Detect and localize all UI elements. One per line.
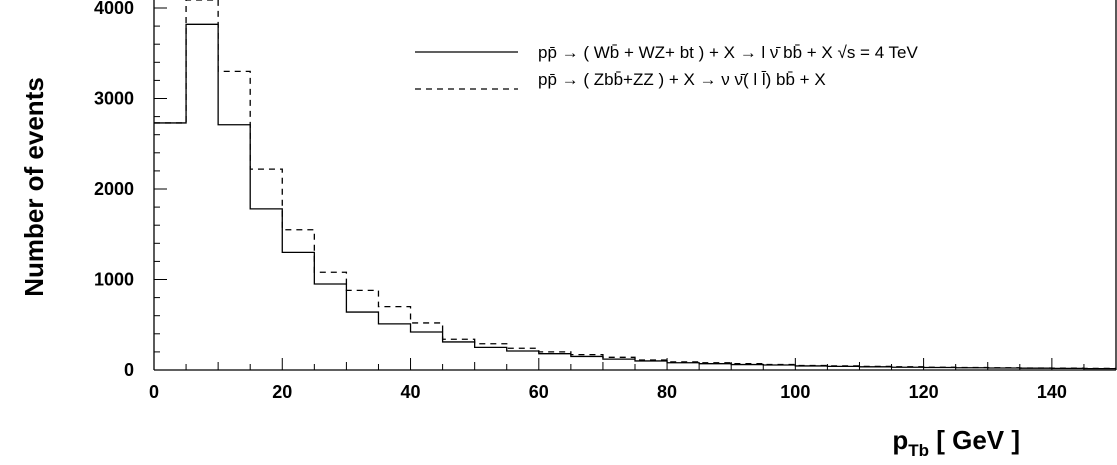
tick-labels: 0 20 40 60 80 100 120 140 0 1000 2000 3000 4000 — [94, 0, 1067, 402]
legend-label-solid: pp̄ → ( Wb̄ + WZ+ bt ) + X → l ν̄ bb̄ + … — [538, 43, 919, 62]
y-axis-title: Number of events — [19, 77, 49, 297]
legend-label-dashed: pp̄ → ( Zbb̄+ZZ ) + X → ν ν̄( l l̄) bb̄ … — [538, 70, 826, 89]
y-tick-label: 2000 — [94, 179, 134, 199]
y-tick-label: 1000 — [94, 270, 134, 290]
legend: pp̄ → ( Wb̄ + WZ+ bt ) + X → l ν̄ bb̄ + … — [415, 43, 919, 90]
x-tick-label: 40 — [401, 382, 421, 402]
x-tick-label: 60 — [529, 382, 549, 402]
x-tick-label: 120 — [909, 382, 939, 402]
series-dashed-histogram — [154, 0, 1116, 370]
series-layer — [154, 0, 1116, 370]
x-tick-label: 100 — [780, 382, 810, 402]
x-tick-label: 140 — [1037, 382, 1067, 402]
x-tick-label: 0 — [149, 382, 159, 402]
y-tick-label: 3000 — [94, 89, 134, 109]
y-tick-label: 0 — [124, 360, 134, 380]
x-tick-label: 80 — [657, 382, 677, 402]
x-axis-title: pTb [ GeV ] — [892, 425, 1020, 460]
y-tick-label: 4000 — [94, 0, 134, 18]
x-tick-label: 20 — [272, 382, 292, 402]
